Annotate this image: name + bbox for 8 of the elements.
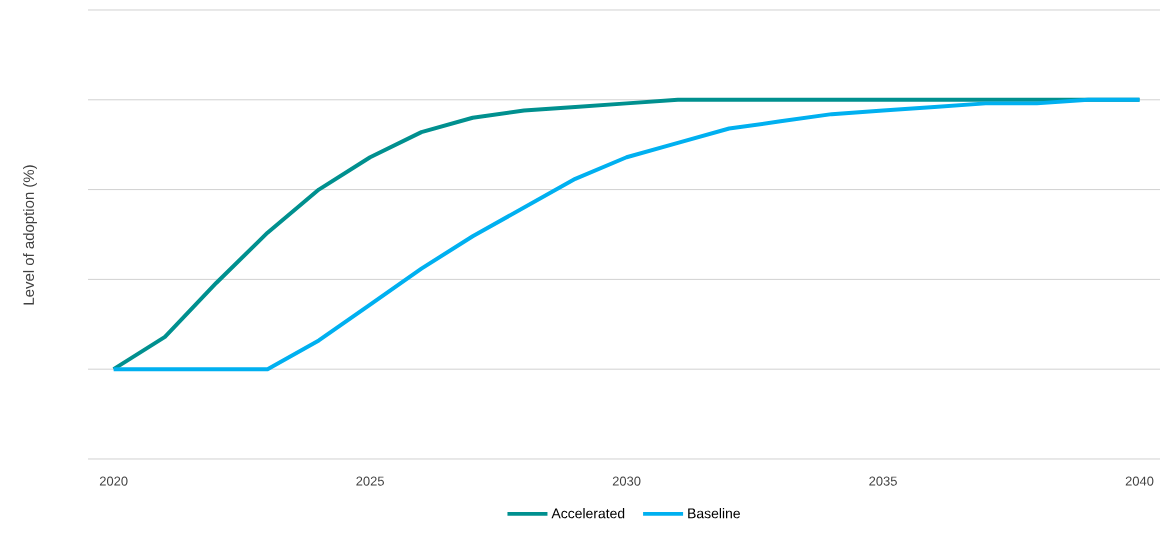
x-tick-label: 2020: [99, 476, 128, 486]
y-axis-title: Level of adoption (%): [23, 165, 37, 305]
legend-label: Accelerated: [551, 508, 625, 519]
x-tick-label: 2035: [869, 476, 897, 486]
x-tick-label: 2030: [612, 476, 641, 486]
x-tick-label: 2025: [356, 476, 384, 486]
x-tick-label: 2040: [1125, 476, 1154, 486]
legend-label: Baseline: [688, 508, 740, 519]
